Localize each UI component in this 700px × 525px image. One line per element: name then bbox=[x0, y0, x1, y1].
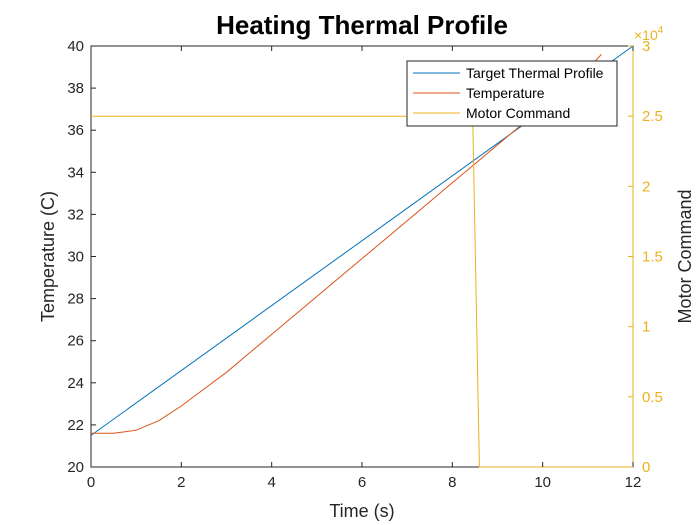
y-tick-label: 30 bbox=[67, 249, 84, 266]
chart-title: Heating Thermal Profile bbox=[216, 10, 508, 40]
exponent-power: 4 bbox=[658, 25, 664, 36]
y-tick-label: 24 bbox=[67, 375, 84, 392]
legend: Target Thermal Profile Temperature Motor C… bbox=[406, 60, 618, 127]
y-right-tick-label: 1 bbox=[642, 319, 650, 336]
y-tick-label: 22 bbox=[67, 417, 84, 434]
exponent-base: ×10 bbox=[634, 27, 658, 43]
y-right-tick-label: 3 bbox=[642, 38, 650, 55]
y-right-axis-label: Motor Command bbox=[675, 189, 695, 323]
y-tick-label: 36 bbox=[67, 122, 84, 139]
y-tick-label: 26 bbox=[67, 333, 84, 350]
y-axis-label: Temperature (C) bbox=[38, 191, 58, 322]
x-tick-label: 2 bbox=[177, 474, 185, 491]
x-tick-label: 0 bbox=[87, 474, 95, 491]
axes-layer: 0 2 4 6 8 10 12202224262830323436384000.511.52… bbox=[67, 38, 663, 491]
y-tick-label: 20 bbox=[67, 459, 84, 476]
y-tick-label: 38 bbox=[67, 80, 84, 97]
x-tick-label: 8 bbox=[448, 474, 456, 491]
legend-label: Target Thermal Profile bbox=[466, 65, 604, 81]
x-tick-label: 4 bbox=[267, 474, 275, 491]
legend-label: Temperature bbox=[466, 85, 545, 101]
series-line-motor-command bbox=[91, 115, 633, 468]
x-tick-label: 6 bbox=[358, 474, 366, 491]
y-right-tick-label: 2.5 bbox=[642, 108, 663, 125]
y-right-tick-label: 0 bbox=[642, 459, 650, 476]
right-axis-exponent: ×104 bbox=[634, 25, 664, 43]
y-tick-label: 34 bbox=[67, 164, 84, 181]
y-right-tick-label: 0.5 bbox=[642, 389, 663, 406]
y-tick-label: 28 bbox=[67, 291, 84, 308]
legend-label: Motor Command bbox=[466, 105, 570, 121]
y-right-tick-label: 2 bbox=[642, 178, 650, 195]
x-axis-label: Time (s) bbox=[329, 501, 394, 521]
y-right-tick-label: 1.5 bbox=[642, 249, 663, 266]
y-tick-label: 32 bbox=[67, 206, 84, 223]
x-tick-label: 10 bbox=[534, 474, 551, 491]
y-tick-label: 40 bbox=[67, 38, 84, 55]
x-tick-label: 12 bbox=[625, 474, 642, 491]
